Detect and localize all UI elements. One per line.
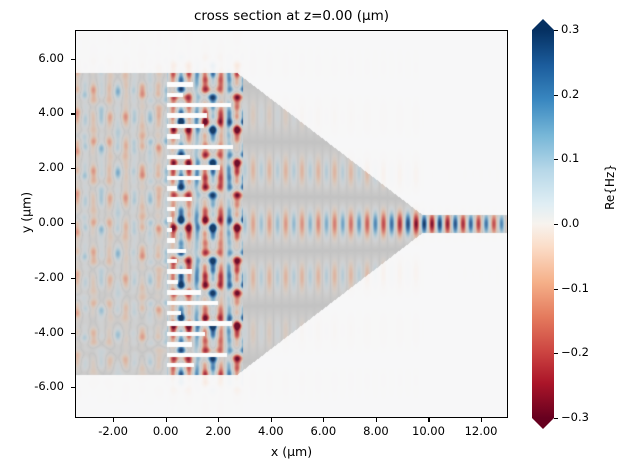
y-tick-label: -4.00	[34, 324, 64, 339]
x-tick-label: 12.00	[464, 424, 498, 438]
y-tick-label: 0.00	[38, 215, 64, 229]
colorbar-tick	[554, 94, 558, 96]
x-tick	[113, 418, 115, 422]
colorbar-extend-max-arrow	[532, 19, 554, 30]
colorbar-tick-label: 0.1	[561, 151, 580, 166]
y-tick	[71, 277, 75, 279]
colorbar-extend-min-arrow	[532, 418, 554, 429]
x-tick	[323, 418, 325, 422]
colorbar-tick-label: 0.2	[561, 86, 580, 101]
y-tick	[71, 387, 75, 389]
y-tick-label: 4.00	[38, 105, 64, 120]
field-heatmap	[76, 31, 507, 417]
y-tick	[71, 113, 75, 115]
y-tick-label: -6.00	[34, 379, 64, 394]
x-tick-label: 2.00	[205, 424, 232, 438]
colorbar-tick	[554, 224, 558, 226]
y-tick-label: 2.00	[38, 160, 64, 175]
y-tick	[71, 223, 75, 225]
colorbar-tick-label: 0.3	[561, 22, 580, 36]
plot-title: cross section at z=0.00 (µm)	[193, 8, 390, 24]
colorbar-tick	[554, 353, 558, 355]
y-tick	[71, 168, 75, 170]
x-tick	[481, 418, 483, 422]
colorbar	[532, 19, 554, 429]
y-tick	[71, 58, 75, 60]
colorbar-tick	[554, 288, 558, 290]
x-tick	[218, 418, 220, 422]
colorbar-tick	[554, 159, 558, 161]
plot-axes	[75, 30, 508, 418]
x-axis-label: x (µm)	[270, 444, 313, 459]
colorbar-gradient	[532, 30, 554, 418]
y-tick-label: 6.00	[38, 50, 64, 65]
x-tick-label: 6.00	[310, 424, 337, 438]
y-tick	[71, 332, 75, 334]
x-tick	[428, 418, 430, 422]
colorbar-tick-label: −0.2	[561, 345, 589, 360]
x-tick-label: 0.00	[152, 424, 179, 438]
x-tick	[165, 418, 167, 422]
y-axis-label: y (µm)	[18, 191, 34, 234]
colorbar-label: Re{Hz}	[603, 164, 617, 210]
colorbar-tick	[554, 418, 558, 420]
x-tick-label: 8.00	[363, 424, 389, 438]
x-tick	[270, 418, 272, 422]
y-tick-label: -2.00	[34, 269, 64, 284]
colorbar-tick-label: −0.1	[561, 280, 589, 295]
field-canvas	[76, 31, 507, 417]
colorbar-tick-label: 0.0	[561, 216, 580, 230]
x-tick-label: 10.00	[412, 424, 445, 438]
x-tick-label: 4.00	[257, 424, 284, 438]
x-tick	[375, 418, 377, 422]
x-tick-label: -2.00	[98, 424, 128, 438]
colorbar-tick	[554, 30, 558, 32]
colorbar-tick-label: −0.3	[561, 410, 589, 424]
